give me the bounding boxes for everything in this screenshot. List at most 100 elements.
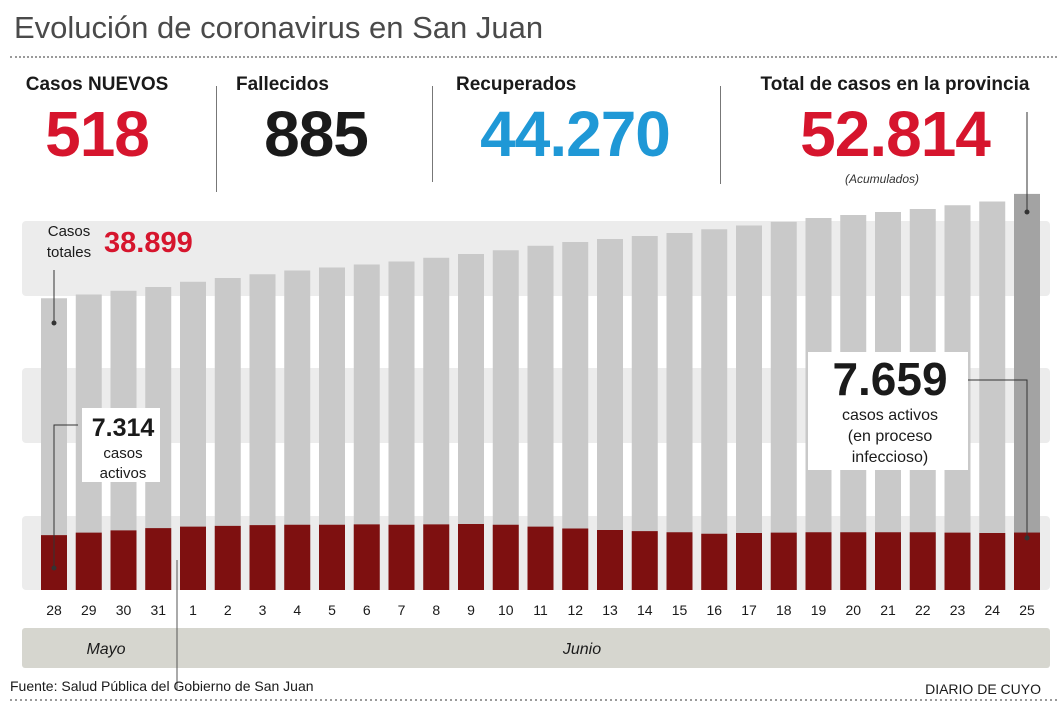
bar-total bbox=[979, 201, 1006, 590]
annotation-label: (en proceso bbox=[848, 428, 933, 445]
total-note: (Acumulados) bbox=[845, 172, 920, 186]
bar-active bbox=[110, 530, 137, 590]
bar-active bbox=[319, 524, 345, 590]
month-label: Mayo bbox=[86, 641, 125, 658]
bar-active bbox=[736, 533, 762, 590]
x-tick-label: 30 bbox=[116, 602, 132, 618]
bar-total bbox=[631, 236, 658, 590]
x-tick-label: 12 bbox=[567, 602, 583, 618]
bar-active bbox=[284, 524, 311, 590]
bar-active bbox=[875, 532, 901, 590]
x-tick-label: 7 bbox=[398, 602, 406, 618]
stat-value: 44.270 bbox=[480, 98, 671, 170]
annotation-value: 38.899 bbox=[104, 227, 193, 259]
x-tick-label: 16 bbox=[706, 602, 722, 618]
annotation-value: 7.314 bbox=[92, 414, 155, 442]
x-tick-label: 4 bbox=[293, 602, 301, 618]
x-tick-label: 13 bbox=[602, 602, 618, 618]
bar-active bbox=[770, 532, 797, 590]
bar-active bbox=[631, 531, 658, 590]
stat-label: Casos NUEVOS bbox=[25, 74, 169, 95]
x-tick-label: 8 bbox=[432, 602, 440, 618]
bar-active bbox=[909, 532, 936, 590]
bar-active bbox=[353, 524, 380, 590]
month-band bbox=[22, 628, 1050, 668]
bar-active bbox=[666, 532, 693, 590]
x-tick-label: 31 bbox=[150, 602, 166, 618]
bar-active bbox=[944, 532, 971, 590]
leader-line bbox=[968, 379, 1028, 538]
bar-active bbox=[527, 526, 554, 590]
x-tick-label: 23 bbox=[950, 602, 966, 618]
x-tick-label: 18 bbox=[776, 602, 792, 618]
annotation-label: Casos bbox=[48, 223, 91, 240]
stat-separator bbox=[216, 86, 217, 192]
stat-total: Total de casos en la provincia 52.814 bbox=[735, 74, 1055, 167]
bar-active bbox=[979, 533, 1006, 590]
x-tick-label: 3 bbox=[259, 602, 267, 618]
x-tick-label: 20 bbox=[845, 602, 861, 618]
x-tick-label: 19 bbox=[811, 602, 827, 618]
x-tick-label: 24 bbox=[984, 602, 1000, 618]
x-tick-label: 15 bbox=[672, 602, 688, 618]
stat-value: 885 bbox=[264, 98, 369, 170]
stat-label: Fallecidos bbox=[236, 74, 329, 95]
bar-active bbox=[423, 524, 450, 590]
bar-active bbox=[562, 528, 589, 590]
bar-active bbox=[180, 526, 206, 590]
title-divider bbox=[10, 56, 1057, 58]
annotation-bg bbox=[808, 352, 968, 470]
stat-casos-nuevos: Casos NUEVOS 518 bbox=[12, 74, 182, 167]
annotation-label: infeccioso) bbox=[852, 449, 928, 466]
x-tick-label: 29 bbox=[81, 602, 97, 618]
source-note: Fuente: Salud Pública del Gobierno de Sa… bbox=[10, 678, 314, 694]
stat-separator bbox=[720, 86, 721, 184]
x-tick-label: 1 bbox=[189, 602, 197, 618]
stat-value: 518 bbox=[45, 98, 150, 170]
stat-recuperados: Recuperados 44.270 bbox=[440, 74, 710, 167]
bar-active bbox=[1014, 532, 1040, 590]
x-tick-label: 14 bbox=[637, 602, 653, 618]
bar-active bbox=[388, 524, 415, 590]
bar-active bbox=[458, 524, 484, 590]
bar-total bbox=[701, 229, 728, 590]
x-tick-label: 25 bbox=[1019, 602, 1035, 618]
stat-value: 52.814 bbox=[800, 98, 991, 170]
bar-total bbox=[666, 233, 693, 590]
bar-active bbox=[597, 530, 623, 590]
x-tick-label: 21 bbox=[880, 602, 896, 618]
annotation-label: casos bbox=[103, 445, 142, 462]
annotation-label: casos activos bbox=[842, 407, 938, 424]
bar-active bbox=[840, 532, 867, 590]
x-tick-label: 9 bbox=[467, 602, 475, 618]
bar-active bbox=[75, 532, 102, 590]
bar-active bbox=[805, 532, 832, 590]
bar-active bbox=[249, 525, 276, 590]
bar-total bbox=[770, 221, 797, 590]
leader-dot bbox=[51, 565, 57, 571]
x-tick-label: 2 bbox=[224, 602, 232, 618]
x-tick-label: 22 bbox=[915, 602, 931, 618]
x-tick-label: 11 bbox=[533, 602, 548, 618]
stat-label: Total de casos en la provincia bbox=[760, 74, 1030, 95]
x-tick-label: 5 bbox=[328, 602, 336, 618]
month-label: Junio bbox=[562, 641, 601, 658]
x-tick-label: 28 bbox=[46, 602, 62, 618]
annotation-bg bbox=[82, 408, 160, 482]
x-tick-label: 17 bbox=[741, 602, 757, 618]
stat-label: Recuperados bbox=[456, 74, 577, 95]
annotation-value: 7.659 bbox=[832, 353, 947, 405]
brand-label: DIARIO DE CUYO bbox=[925, 681, 1041, 697]
leader-dot bbox=[51, 320, 57, 326]
x-tick-label: 6 bbox=[363, 602, 371, 618]
leader-dot bbox=[1024, 535, 1030, 541]
stat-separator bbox=[432, 86, 433, 182]
bar-total bbox=[736, 225, 762, 590]
x-tick-label: 10 bbox=[498, 602, 514, 618]
annotation-label: activos bbox=[100, 465, 147, 482]
stat-fallecidos: Fallecidos 885 bbox=[226, 74, 406, 167]
bar-active bbox=[492, 524, 519, 590]
bar-active bbox=[214, 525, 241, 590]
leader-line bbox=[53, 424, 78, 568]
